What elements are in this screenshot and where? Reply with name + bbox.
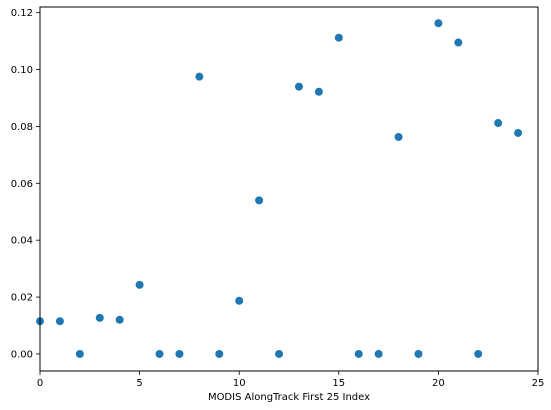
y-tick-label-6: 0.12 <box>11 8 33 19</box>
y-tick-label-0: 0.00 <box>11 349 33 360</box>
data-point-15 <box>335 34 343 42</box>
x-tick-label-2: 10 <box>233 378 246 389</box>
data-point-3 <box>96 314 104 322</box>
data-point-17 <box>375 350 383 358</box>
y-tick-label-1: 0.02 <box>11 293 33 304</box>
x-axis-title: MODIS AlongTrack First 25 Index <box>208 392 370 403</box>
data-point-24 <box>514 129 522 137</box>
y-tick-label-5: 0.10 <box>11 65 33 76</box>
data-point-11 <box>255 196 263 204</box>
data-point-6 <box>156 350 164 358</box>
data-point-23 <box>494 119 502 127</box>
data-point-20 <box>434 19 442 27</box>
x-tick-label-4: 20 <box>432 378 445 389</box>
x-tick-label-1: 5 <box>136 378 142 389</box>
y-tick-label-2: 0.04 <box>11 236 33 247</box>
x-tick-label-3: 15 <box>332 378 345 389</box>
plot-frame <box>40 7 538 371</box>
x-tick-label-0: 0 <box>37 378 43 389</box>
data-point-10 <box>235 297 243 305</box>
y-axis: 0.00 0.02 0.04 0.06 0.08 0.10 0.12 <box>11 8 40 360</box>
x-axis: 0 5 10 15 20 25 <box>37 371 545 389</box>
data-point-21 <box>454 39 462 47</box>
y-tick-label-3: 0.06 <box>11 179 33 190</box>
data-point-16 <box>355 350 363 358</box>
data-point-7 <box>175 350 183 358</box>
data-point-2 <box>76 350 84 358</box>
data-points <box>36 19 522 358</box>
x-tick-label-5: 25 <box>532 378 545 389</box>
data-point-14 <box>315 88 323 96</box>
data-point-19 <box>414 350 422 358</box>
data-point-9 <box>215 350 223 358</box>
data-point-4 <box>116 316 124 324</box>
data-point-12 <box>275 350 283 358</box>
data-point-18 <box>395 133 403 141</box>
data-point-22 <box>474 350 482 358</box>
data-point-5 <box>136 281 144 289</box>
data-point-1 <box>56 317 64 325</box>
data-point-8 <box>195 73 203 81</box>
y-tick-label-4: 0.08 <box>11 122 33 133</box>
data-point-13 <box>295 83 303 91</box>
